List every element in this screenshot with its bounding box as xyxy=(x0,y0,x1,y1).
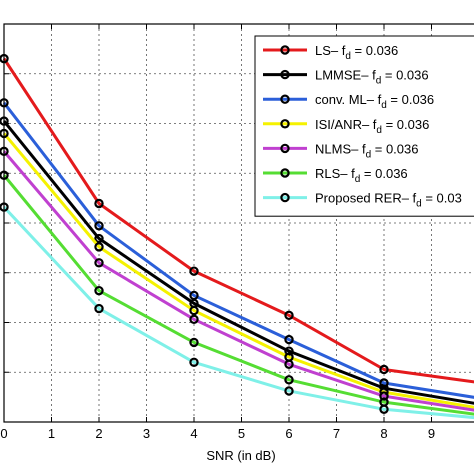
data-point xyxy=(94,303,104,314)
data-point xyxy=(284,359,294,369)
x-tick-label: 3 xyxy=(143,426,150,441)
data-point xyxy=(379,391,389,401)
legend-label: conv. ML– fd = 0.036 xyxy=(315,92,434,111)
series-line xyxy=(2,57,474,384)
data-point xyxy=(284,310,294,321)
data-point xyxy=(94,221,104,231)
data-point xyxy=(284,375,294,385)
legend-swatch-marker xyxy=(280,69,290,80)
x-tick-label: 6 xyxy=(285,426,292,441)
data-point xyxy=(189,357,199,367)
series-layer xyxy=(0,53,474,420)
x-tick-label: 2 xyxy=(95,426,102,441)
legend-label: LS– fd = 0.036 xyxy=(315,43,398,62)
legend: LS– fd = 0.036 LMMSE– fd = 0.036 conv. ML–… xyxy=(254,35,474,217)
data-point xyxy=(189,314,199,325)
data-point xyxy=(284,346,294,356)
legend-label: NLMS– fd = 0.036 xyxy=(315,141,419,160)
data-point xyxy=(94,242,104,252)
legend-swatch-marker xyxy=(280,45,290,55)
legend-label: Proposed RER– fd = 0.03 xyxy=(315,191,462,210)
data-point xyxy=(189,305,199,316)
legend-swatch-marker xyxy=(280,143,290,154)
legend-swatch-marker xyxy=(280,94,290,104)
series-group xyxy=(0,116,474,405)
series-line xyxy=(2,206,474,420)
series-group xyxy=(0,170,474,416)
x-tick-label: 5 xyxy=(238,426,245,441)
x-axis-label: SNR (in dB) xyxy=(206,448,275,463)
x-tick-label: 9 xyxy=(428,426,435,441)
legend-swatch-marker xyxy=(280,168,290,178)
legend-label: LMMSE– fd = 0.036 xyxy=(315,68,429,87)
x-tick-label: 1 xyxy=(48,426,55,441)
data-point xyxy=(94,258,104,268)
legend-box xyxy=(254,35,474,217)
data-point xyxy=(94,285,104,296)
data-point xyxy=(379,378,389,388)
series-group xyxy=(0,202,474,420)
data-point xyxy=(284,386,294,396)
x-tick-label: 4 xyxy=(190,426,197,441)
series-line xyxy=(2,120,474,405)
data-point xyxy=(284,334,294,345)
data-point xyxy=(189,290,199,301)
data-point xyxy=(379,364,389,375)
series-line xyxy=(2,101,474,399)
x-tick-label: 0 xyxy=(0,426,7,441)
legend-label: ISI/ANR– fd = 0.036 xyxy=(315,117,429,136)
series-line xyxy=(2,132,474,409)
legend-swatch-marker xyxy=(280,192,290,203)
data-point xyxy=(94,233,104,244)
legend-label: RLS– fd = 0.036 xyxy=(315,166,408,185)
series-line xyxy=(2,174,474,416)
x-tick-label: 8 xyxy=(380,426,387,441)
data-point xyxy=(189,266,199,276)
series-line xyxy=(2,150,474,412)
data-point xyxy=(94,198,104,209)
x-ticks: 0 1 2 3 4 5 6 7 8 9 xyxy=(0,24,435,441)
series-group xyxy=(0,146,474,412)
data-point xyxy=(379,404,389,414)
data-point xyxy=(189,337,199,348)
x-tick-label: 7 xyxy=(333,426,340,441)
legend-swatch-marker xyxy=(280,119,290,129)
